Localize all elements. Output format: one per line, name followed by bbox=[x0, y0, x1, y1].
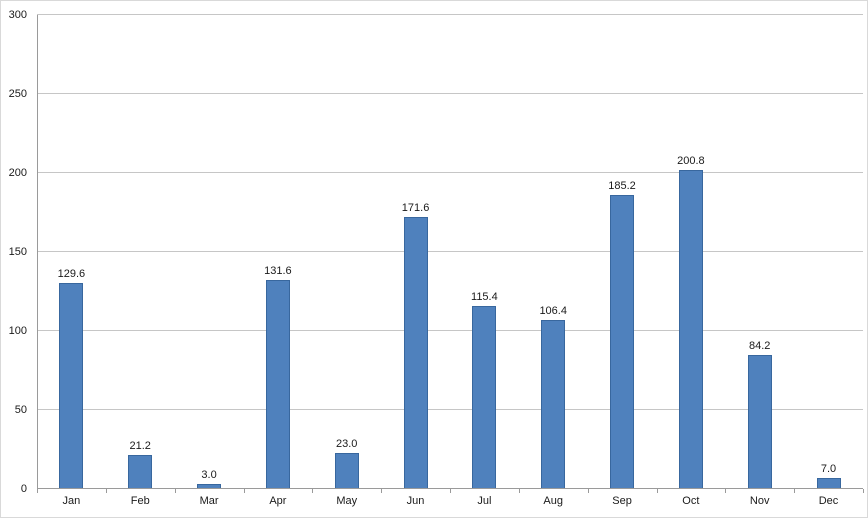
bar-slot: 3.0 bbox=[175, 15, 244, 489]
y-tick-label: 200 bbox=[8, 167, 27, 180]
bar-value-label: 106.4 bbox=[539, 305, 567, 318]
bar-value-label: 84.2 bbox=[748, 340, 771, 353]
x-category-label: Oct bbox=[682, 495, 700, 507]
bar-slot: 23.0 bbox=[312, 15, 381, 489]
y-tick-label: 300 bbox=[8, 9, 27, 21]
bar-slot: 7.0 bbox=[794, 15, 863, 489]
gridline bbox=[37, 172, 863, 174]
bar-slot: 84.2 bbox=[725, 15, 794, 489]
bar-slot: 21.2 bbox=[106, 15, 175, 489]
x-category-label: Aug bbox=[543, 495, 563, 507]
bar-slot: 129.6 bbox=[37, 15, 106, 489]
y-tick-label: 100 bbox=[8, 325, 27, 338]
y-tick-label: 150 bbox=[8, 246, 27, 258]
bar bbox=[747, 355, 772, 489]
bar-value-label: 129.6 bbox=[57, 268, 86, 281]
bar bbox=[334, 452, 359, 489]
x-tick bbox=[587, 489, 589, 493]
x-category-label: Feb bbox=[130, 495, 150, 507]
bar-group: 200.8 bbox=[677, 155, 705, 489]
bar bbox=[678, 170, 703, 489]
x-tick bbox=[174, 489, 176, 493]
x-category-label: Nov bbox=[749, 495, 770, 507]
bar-group: 23.0 bbox=[334, 437, 359, 489]
x-tick bbox=[656, 489, 658, 493]
bar-group: 3.0 bbox=[197, 469, 222, 489]
x-tick bbox=[243, 489, 245, 493]
x-tick bbox=[794, 489, 796, 493]
x-category-label: Jul bbox=[477, 495, 492, 507]
bar-slot: 106.4 bbox=[519, 15, 588, 489]
bar-value-label: 7.0 bbox=[820, 462, 837, 475]
x-category-label: Sep bbox=[612, 495, 632, 507]
bar-group: 129.6 bbox=[57, 268, 86, 489]
bar-value-label: 171.6 bbox=[401, 201, 430, 214]
bar bbox=[128, 455, 153, 489]
bar-group: 7.0 bbox=[816, 462, 841, 489]
y-axis-labels: 0 50 100 150 200 250 300 bbox=[1, 9, 33, 495]
bar-value-label: 23.0 bbox=[336, 437, 358, 450]
bar bbox=[197, 484, 222, 489]
x-category-label: May bbox=[336, 495, 358, 507]
bar bbox=[610, 195, 635, 489]
bar bbox=[403, 216, 428, 489]
bar-value-label: 200.8 bbox=[677, 155, 705, 168]
bar-slot: 115.4 bbox=[450, 15, 519, 489]
x-category-label: Mar bbox=[199, 495, 219, 507]
x-tick bbox=[312, 489, 314, 493]
bar-group: 106.4 bbox=[539, 305, 567, 489]
bar-group: 84.2 bbox=[747, 340, 772, 489]
bar bbox=[541, 320, 566, 489]
bar-group: 21.2 bbox=[128, 440, 153, 489]
bar bbox=[265, 280, 290, 489]
x-tick bbox=[863, 489, 864, 493]
bar-slot: 200.8 bbox=[656, 15, 725, 489]
gridline bbox=[37, 409, 863, 411]
x-tick bbox=[725, 489, 727, 493]
x-axis-line bbox=[37, 488, 863, 489]
x-tick bbox=[105, 489, 107, 493]
bar-slot: 171.6 bbox=[381, 15, 450, 489]
bar-group: 115.4 bbox=[471, 291, 498, 489]
y-tick-label: 250 bbox=[8, 88, 27, 100]
x-tick bbox=[37, 489, 38, 493]
gridline bbox=[37, 251, 863, 252]
bar-slot: 185.2 bbox=[588, 15, 657, 489]
x-category-label: Dec bbox=[818, 495, 839, 507]
y-tick-label: 50 bbox=[14, 404, 27, 417]
bar-value-label: 185.2 bbox=[608, 180, 636, 193]
gridline bbox=[37, 330, 863, 332]
x-tick bbox=[381, 489, 383, 493]
bar bbox=[472, 305, 497, 489]
y-tick-label: 0 bbox=[20, 483, 27, 495]
x-axis-labels: Jan Feb Mar Apr May Jun Jul Aug Sep Oct Nov Dec bbox=[37, 495, 863, 513]
bar-slot: 131.6 bbox=[243, 15, 312, 489]
plot-area: 129.6 21.2 3.0 131.6 23.0 171.6 115.4 106.4 185.… bbox=[37, 14, 864, 493]
bar-value-label: 3.0 bbox=[201, 469, 217, 482]
bar bbox=[59, 283, 84, 489]
x-category-label: Jan bbox=[62, 495, 81, 507]
x-tick bbox=[518, 489, 520, 493]
gridline bbox=[37, 93, 863, 94]
bars-layer: 129.6 21.2 3.0 131.6 23.0 171.6 115.4 106.4 185.… bbox=[37, 15, 863, 489]
x-category-label: Apr bbox=[269, 495, 287, 507]
bar bbox=[816, 477, 841, 489]
gridline bbox=[37, 14, 863, 15]
bar-group: 171.6 bbox=[401, 201, 430, 489]
bar-value-label: 115.4 bbox=[471, 290, 498, 303]
bar-value-label: 131.6 bbox=[264, 265, 292, 278]
bar-group: 185.2 bbox=[608, 180, 636, 489]
x-tick bbox=[450, 489, 451, 493]
bar-value-label: 21.2 bbox=[129, 440, 151, 453]
y-axis-line bbox=[37, 15, 38, 489]
bar-group: 131.6 bbox=[264, 265, 292, 489]
x-category-label: Jun bbox=[406, 495, 425, 507]
